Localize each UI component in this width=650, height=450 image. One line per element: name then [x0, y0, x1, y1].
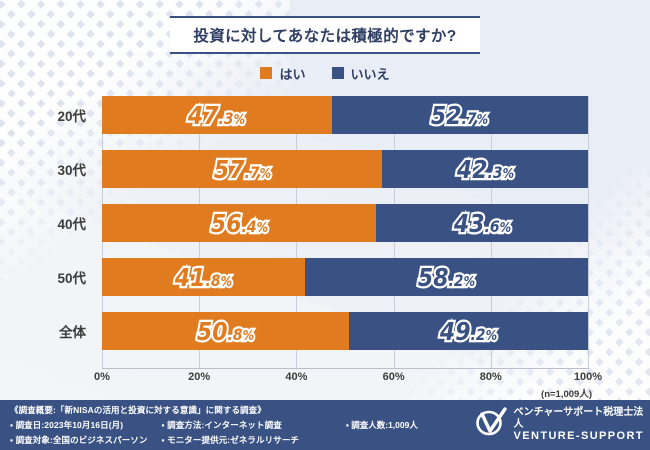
bar-row: 47.3% 52.7%: [102, 96, 588, 134]
bar-segment-yes[interactable]: 47.3%: [102, 96, 332, 134]
x-tick-label: 80%: [479, 371, 502, 383]
footer-monitor-provider: ▪ モニター提供元:ゼネラルリサーチ: [161, 435, 300, 445]
bar-row: 56.4% 43.6%: [102, 204, 588, 242]
chart-plot-area: 47.3% 52.7% 57.7% 42.3% 56.4% 43.6% 41.8% 58.2%…: [102, 96, 589, 368]
bar-row: 50.8% 49.2%: [102, 312, 588, 350]
bar-value-label: 43.6%: [451, 208, 512, 238]
bar-value-label: 47.3%: [186, 100, 247, 130]
square-swatch-icon: [331, 67, 344, 79]
category-label-50代: 50代: [57, 271, 86, 286]
footer-column-1: ▪ 調査日:2023年10月16日(月) ▪ 調査対象:全国のビジネスパーソン: [10, 419, 148, 446]
bar-value-label: 49.2%: [438, 316, 499, 346]
category-label-40代: 40代: [57, 217, 86, 232]
page-title: 投資に対してあなたは積極的ですか?: [193, 28, 457, 45]
category-label-20代: 20代: [57, 109, 86, 124]
legend-item-yes[interactable]: はい: [260, 64, 306, 83]
bar-segment-no[interactable]: 42.3%: [382, 150, 588, 188]
square-swatch-icon: [260, 67, 273, 79]
legend-item-no[interactable]: いいえ: [331, 64, 390, 83]
bar-segment-yes[interactable]: 56.4%: [102, 204, 377, 242]
footer-survey-target: ▪ 調査対象:全国のビジネスパーソン: [10, 435, 148, 445]
chart-legend: はい いいえ: [0, 62, 650, 84]
category-label-全体: 全体: [59, 325, 86, 340]
chart-title-box: 投資に対してあなたは積極的ですか?: [170, 16, 480, 54]
bar-value-label: 57.7%: [212, 154, 273, 184]
footer-bar: 《調査概要:「新NISAの活用と投資に対する意識」に関する調査》 ▪ 調査日:2…: [0, 400, 650, 450]
bar-value-label: 42.3%: [455, 154, 516, 184]
x-tick-label: 100%: [573, 371, 603, 383]
x-tick-label: 60%: [382, 371, 405, 383]
footer-heading: 《調査概要:「新NISAの活用と投資に対する意識」に関する調査》: [10, 405, 266, 415]
bar-row: 57.7% 42.3%: [102, 150, 588, 188]
legend-label: いいえ: [350, 66, 390, 82]
gridline-100: [588, 96, 589, 368]
venture-support-check-icon: [474, 407, 508, 442]
footer-column-2: ▪ 調査方法:インターネット調査 ▪ モニター提供元:ゼネラルリサーチ: [162, 419, 300, 446]
bar-value-label: 50.8%: [195, 316, 256, 346]
bar-value-label: 58.2%: [416, 262, 477, 292]
footer-survey-date: ▪ 調査日:2023年10月16日(月): [10, 420, 124, 430]
x-tick-label: 40%: [285, 371, 308, 383]
x-tick-label: 20%: [188, 371, 211, 383]
footer-respondent-count: ▪ 調査人数:1,009人: [345, 420, 418, 430]
brand-name-jp: ベンチャーサポート税理士法人: [513, 407, 644, 430]
bar-segment-no[interactable]: 43.6%: [376, 204, 588, 242]
x-axis-baseline: [102, 368, 589, 369]
bar-value-label: 56.4%: [208, 208, 269, 238]
bar-row: 41.8% 58.2%: [102, 258, 588, 296]
bar-segment-yes[interactable]: 41.8%: [102, 258, 306, 296]
bar-segment-yes[interactable]: 50.8%: [102, 312, 349, 350]
footer-survey-method: ▪ 調査方法:インターネット調査: [161, 420, 282, 430]
bar-segment-no[interactable]: 49.2%: [348, 312, 588, 350]
bar-segment-yes[interactable]: 57.7%: [102, 150, 383, 188]
footer-survey-info: 《調査概要:「新NISAの活用と投資に対する意識」に関する調査》 ▪ 調査日:2…: [0, 404, 346, 446]
category-label-30代: 30代: [57, 163, 86, 178]
x-tick-label: 0%: [94, 371, 110, 383]
bar-segment-no[interactable]: 52.7%: [331, 96, 588, 134]
brand-logo: ベンチャーサポート税理士法人 VENTURE-SUPPORT: [474, 407, 650, 443]
bar-value-label: 41.8%: [173, 262, 234, 292]
sample-size-note: (n=1,009人): [541, 389, 592, 400]
brand-name-en: VENTURE-SUPPORT: [513, 430, 644, 443]
bar-value-label: 52.7%: [429, 100, 490, 130]
legend-label: はい: [279, 66, 306, 82]
bar-segment-no[interactable]: 58.2%: [305, 258, 588, 296]
